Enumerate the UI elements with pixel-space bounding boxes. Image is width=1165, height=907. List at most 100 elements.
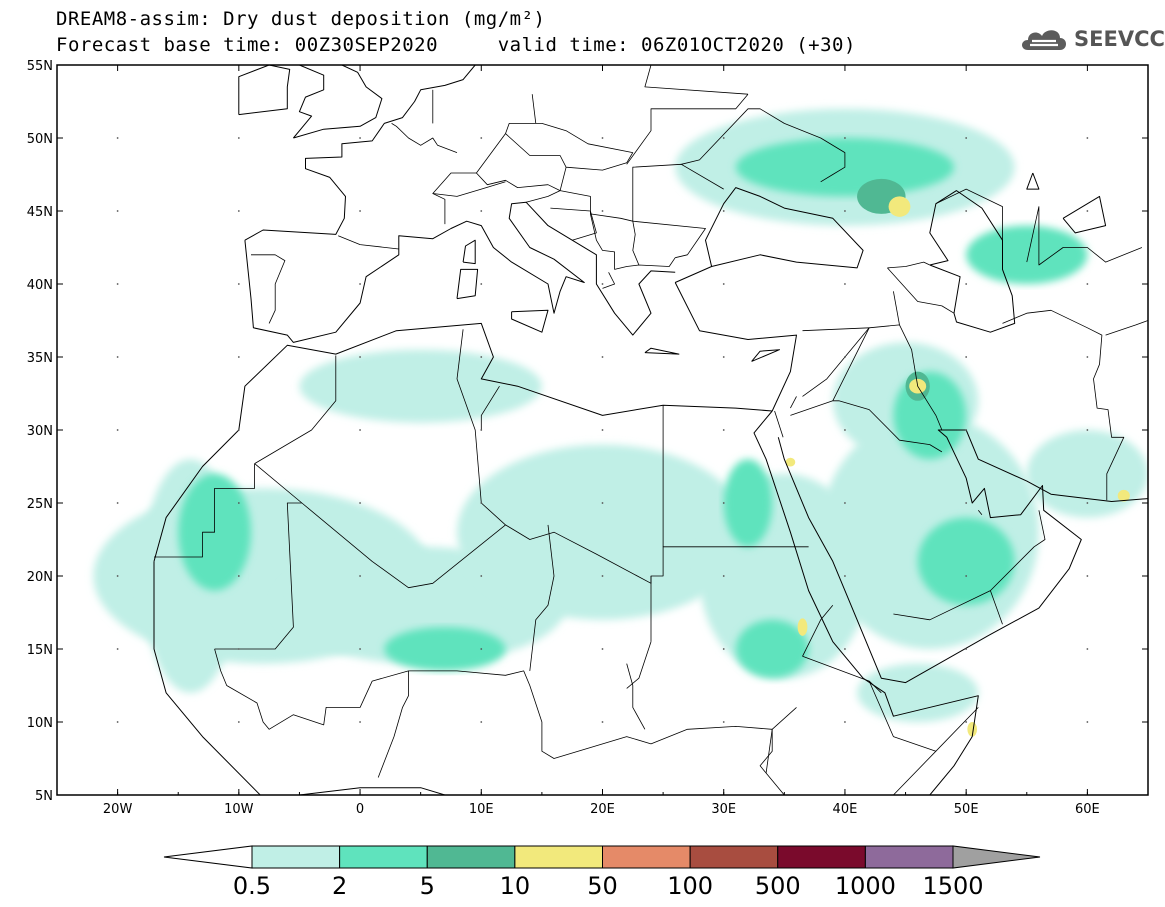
country-border <box>602 272 615 289</box>
grid-dot <box>480 137 483 139</box>
grid-dot <box>844 210 846 212</box>
colorbar-swatch <box>251 845 341 869</box>
grid-dot <box>480 648 483 650</box>
grid-dot <box>844 429 846 431</box>
longitude-axis: 20W 10W 0 10E 20E 30E 40E 50E 60E <box>103 65 1149 817</box>
grid-dot <box>480 575 483 577</box>
country-border <box>887 267 955 314</box>
grid-dot <box>116 502 119 504</box>
dust-patch <box>1117 489 1130 502</box>
country-border <box>1002 309 1125 501</box>
dust-patch <box>966 225 1088 284</box>
colorbar-label: 1500 <box>922 872 983 900</box>
grid-dot <box>237 137 240 139</box>
country-border <box>214 648 409 778</box>
lon-tick-label: 40E <box>833 802 858 817</box>
dust-patch <box>857 663 979 722</box>
grid-dot <box>1086 721 1089 723</box>
grid-dot <box>237 429 240 431</box>
grid-dot <box>237 356 240 358</box>
dust-patch <box>785 457 796 467</box>
grid-dot <box>601 356 604 358</box>
grid-dot <box>237 721 240 723</box>
colorbar-swatch <box>777 845 866 869</box>
coastline <box>777 429 1148 684</box>
grid-dot <box>116 648 119 650</box>
cloud-icon <box>1022 30 1066 50</box>
grid-dot <box>965 429 968 431</box>
grid-dot <box>601 283 604 285</box>
grid-dot <box>237 210 240 212</box>
country-border <box>254 463 809 589</box>
map-title: DREAM8-assim: Dry dust deposition (mg/m²… <box>56 8 546 30</box>
country-border <box>1105 320 1148 336</box>
colorbar-swatch <box>864 845 954 869</box>
grid-dot <box>844 137 846 139</box>
lat-tick-label: 20N <box>27 570 53 585</box>
country-border <box>550 207 597 241</box>
country-border <box>990 510 1046 625</box>
grid-dot <box>359 210 361 212</box>
country-border <box>790 396 797 409</box>
country-border <box>154 463 255 558</box>
grid-dot <box>722 502 725 504</box>
coastline <box>753 410 979 795</box>
grid-dot <box>722 648 725 650</box>
grid-dot <box>359 575 361 577</box>
country-border <box>802 327 870 397</box>
country-border <box>935 188 1003 241</box>
dust-patch <box>893 371 967 460</box>
grid-dot <box>359 283 361 285</box>
grid-dot <box>601 210 604 212</box>
grid-dot <box>722 356 725 358</box>
country-border <box>893 590 991 621</box>
grid-dot <box>480 283 483 285</box>
coastline <box>238 65 291 116</box>
grid-dot <box>722 210 725 212</box>
grid-dot <box>480 721 483 723</box>
grid-dot <box>116 429 119 431</box>
grid-dot <box>237 283 240 285</box>
colorbar-swatch <box>514 845 603 869</box>
grid-dot <box>1086 137 1089 139</box>
grid-dot <box>965 575 968 577</box>
grid-dot <box>601 575 604 577</box>
country-border <box>480 385 500 430</box>
colorbar-label: 0.5 <box>233 872 271 900</box>
grid-dot <box>116 721 119 723</box>
dust-patch <box>457 444 748 620</box>
country-border <box>251 254 286 324</box>
country-border <box>887 261 930 269</box>
lon-tick-label: 60E <box>1075 802 1100 817</box>
grid-dot <box>116 137 119 139</box>
colorbar-label: 1000 <box>835 872 896 900</box>
coastline <box>674 187 864 283</box>
dust-patch <box>797 618 808 636</box>
lat-tick-label: 10N <box>27 716 53 731</box>
grid-dot <box>1086 429 1089 431</box>
grid-dot <box>722 575 725 577</box>
country-border <box>529 524 555 671</box>
lon-tick-label: 10W <box>224 802 254 817</box>
grid-dot <box>480 210 483 212</box>
coastline <box>456 268 479 300</box>
dust-patch <box>917 517 1015 606</box>
colorbar-under-arrow <box>163 845 253 869</box>
grid-dot <box>1086 356 1089 358</box>
grid-dot <box>1086 502 1089 504</box>
grid-dot <box>965 283 968 285</box>
coastline <box>644 347 680 355</box>
country-border <box>774 410 784 438</box>
coastline <box>153 561 447 795</box>
coastline <box>153 322 773 562</box>
colorbar-over-arrow <box>952 845 1041 869</box>
seevccc-logo: SEEVCCC <box>1018 24 1165 54</box>
grid-dot <box>237 648 240 650</box>
grid-dot <box>1086 648 1089 650</box>
lat-tick-label: 40N <box>27 278 53 293</box>
country-border-layer <box>154 65 1148 795</box>
coastline <box>674 282 797 412</box>
dust-patch <box>735 619 809 679</box>
country-border <box>214 502 302 650</box>
